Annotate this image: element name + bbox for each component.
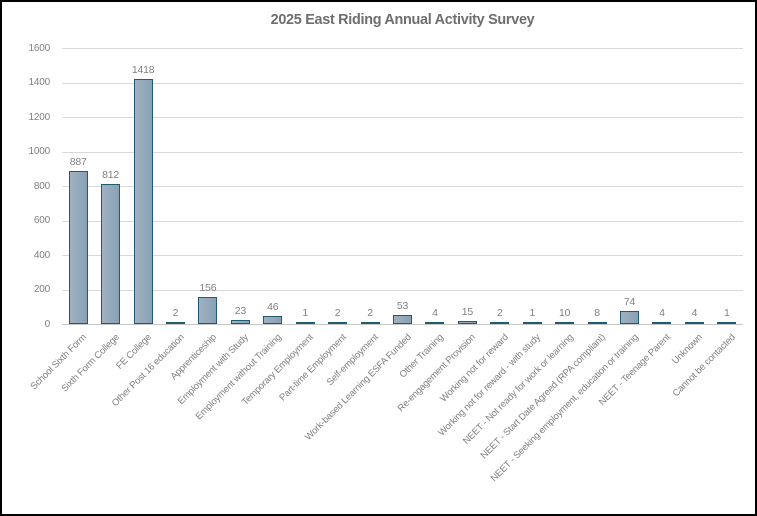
- bar: [490, 322, 510, 324]
- gridline: [62, 255, 743, 256]
- bar: [425, 322, 445, 324]
- bar-value-label: 53: [396, 299, 409, 312]
- bar: [393, 314, 412, 324]
- bar: [522, 322, 542, 324]
- bar-value-label: 2: [367, 307, 373, 319]
- bar: [684, 322, 704, 324]
- y-axis-tick-label: 200: [33, 284, 50, 295]
- gridline: [62, 220, 743, 222]
- bar-value-label: 4: [691, 307, 698, 319]
- bar-value-label: 23: [234, 305, 247, 317]
- bar-value-label: 156: [199, 282, 217, 295]
- bar: [68, 171, 88, 324]
- bar-value-label: 46: [267, 301, 279, 314]
- x-axis-line: [62, 324, 743, 325]
- bar: [457, 321, 477, 324]
- y-axis-tick-label: 600: [33, 215, 50, 226]
- bar: [328, 322, 348, 324]
- y-axis-tick-label: 1000: [28, 146, 51, 157]
- gridline: [62, 48, 743, 49]
- bar: [198, 297, 218, 324]
- bar-value-label: 8: [594, 307, 600, 319]
- bar: [555, 322, 575, 324]
- gridline: [62, 289, 743, 291]
- gridline: [62, 117, 743, 118]
- bar-value-label: 10: [558, 307, 571, 319]
- bar-value-label: 2: [334, 307, 341, 319]
- gridline: [62, 151, 743, 153]
- bar: [620, 311, 639, 324]
- bar-value-label: 1418: [131, 64, 155, 77]
- bar: [166, 322, 185, 324]
- y-axis-tick-label: 1600: [28, 42, 51, 54]
- bar: [133, 79, 153, 324]
- bar-value-label: 74: [623, 296, 636, 309]
- x-axis-category-label: School Sixth Form: [28, 332, 89, 393]
- bar-value-label: 4: [659, 307, 665, 319]
- bar-value-label: 4: [432, 307, 438, 319]
- y-axis-tick-label: 1400: [28, 77, 51, 88]
- gridline: [62, 186, 743, 187]
- chart-title: 2025 East Riding Annual Activity Survey: [270, 11, 535, 28]
- bar-value-label: 812: [102, 168, 120, 181]
- bar-value-label: 1: [723, 307, 730, 319]
- bar-value-label: 887: [69, 156, 87, 168]
- bar: [101, 183, 121, 324]
- y-axis-tick-label: 1200: [28, 111, 51, 123]
- bar-value-label: 2: [172, 307, 179, 319]
- bar: [717, 322, 737, 324]
- bar: [230, 320, 250, 324]
- y-axis-tick-label: 400: [33, 249, 50, 261]
- bar: [587, 322, 607, 324]
- bar: [652, 322, 672, 324]
- y-axis-tick-label: 800: [33, 180, 50, 192]
- y-axis-tick-label: 0: [44, 318, 51, 330]
- gridline: [62, 82, 743, 84]
- bar-value-label: 15: [461, 306, 474, 319]
- bar: [263, 316, 283, 324]
- bar-value-label: 1: [529, 307, 535, 319]
- bar: [360, 322, 380, 324]
- bar-value-label: 2: [496, 307, 503, 319]
- bar-value-label: 1: [302, 307, 308, 319]
- bar: [295, 322, 315, 324]
